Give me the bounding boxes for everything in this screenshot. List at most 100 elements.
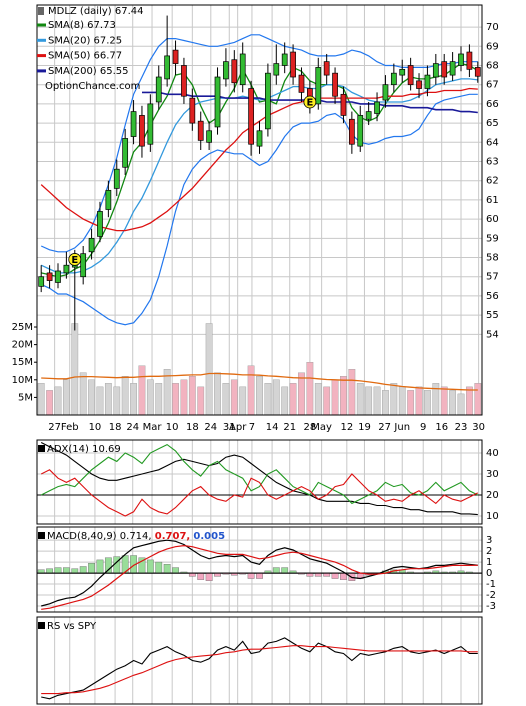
volume-bar	[121, 376, 129, 416]
volume-bar	[474, 383, 482, 416]
volume-tick-label: 25M	[12, 322, 33, 333]
volume-bar	[205, 323, 213, 416]
indicator-line	[40, 443, 479, 505]
histogram-bar	[146, 559, 154, 574]
reading: 0.707,	[155, 531, 190, 542]
candle-body	[424, 74, 431, 89]
event-label: E	[71, 255, 78, 266]
candle-body	[399, 68, 406, 76]
x-tick-label: Apr	[229, 422, 247, 433]
x-tick-label: 21	[283, 422, 296, 433]
candle-body	[97, 211, 103, 237]
x-tick-label: 31	[223, 422, 236, 433]
x-tick-label: 28	[304, 422, 317, 433]
histogram-bar	[71, 568, 79, 574]
y-tick-label: 70	[486, 22, 499, 33]
x-tick-label: 27	[378, 422, 391, 433]
volume-bar	[172, 383, 179, 416]
x-tick-label: 24	[204, 422, 217, 433]
volume-bar	[230, 379, 238, 416]
legend-value: 67.25	[94, 35, 123, 46]
volume-bar	[289, 383, 297, 416]
candle-body	[181, 65, 187, 97]
volume-bar	[46, 390, 53, 416]
volume-bar	[331, 379, 339, 416]
y-tick-label: 62	[486, 176, 499, 187]
volume-bar	[113, 386, 121, 416]
candle-body	[340, 93, 347, 116]
x-tick-label: 18	[109, 422, 122, 433]
volume-bar	[256, 376, 263, 416]
histogram-bar	[281, 567, 289, 574]
candle-body	[113, 168, 120, 189]
x-tick-label: 9	[420, 422, 426, 433]
y-tick-label: -2	[486, 590, 496, 601]
panel-title-name: MACD(8,40,9)	[47, 531, 117, 542]
volume-bar	[104, 383, 112, 416]
panel-title: RS vs SPY	[47, 621, 97, 632]
panel-frame	[36, 616, 483, 705]
volume-bar	[373, 386, 381, 416]
legend-icon	[38, 622, 45, 629]
y-tick-label: 40	[486, 448, 499, 459]
histogram-bar	[256, 572, 263, 579]
event-label: E	[306, 97, 313, 108]
volume-bar	[130, 383, 137, 416]
candle-body	[239, 53, 246, 86]
y-tick-label: 54	[486, 329, 499, 340]
y-tick-label: -1	[486, 579, 496, 590]
candle-body	[172, 49, 179, 64]
legend-icon	[38, 445, 45, 452]
candle-body	[474, 67, 481, 77]
legend-icon	[38, 532, 45, 539]
candle-body	[332, 72, 338, 97]
reading: 0.005	[193, 531, 225, 542]
x-tick-label: May	[311, 422, 332, 433]
volume-bar	[398, 386, 406, 416]
legend-name: SMA(8)	[48, 20, 84, 31]
x-tick-label: 10	[89, 422, 102, 433]
candle-body	[290, 51, 296, 78]
histogram-bar	[54, 567, 62, 574]
candle-body	[248, 88, 254, 145]
histogram-bar	[331, 572, 339, 579]
histogram-bar	[197, 572, 205, 580]
x-tick-label: 23	[455, 422, 468, 433]
histogram-bar	[247, 572, 255, 579]
y-tick-label: 66	[486, 99, 499, 110]
panel-title: ADX(14) 10.69	[47, 444, 121, 455]
volume-bar	[298, 372, 305, 416]
histogram-bar	[96, 559, 104, 574]
volume-bar	[239, 386, 247, 416]
y-tick-label: 0	[486, 568, 492, 579]
volume-bar	[348, 369, 356, 416]
y-tick-label: 30	[486, 469, 499, 480]
volume-bar	[37, 383, 45, 416]
legend-value: 65.55	[100, 66, 129, 77]
y-tick-label: 10	[486, 511, 499, 522]
y-tick-label: 69	[486, 41, 499, 52]
volume-average-line	[41, 372, 478, 391]
y-tick-label: 3	[486, 535, 492, 546]
candle-body	[281, 53, 288, 66]
sma-line	[41, 62, 479, 278]
candle-body	[466, 51, 473, 70]
candle-body	[80, 253, 87, 278]
legend-label: SMA(50) 66.77	[48, 51, 122, 62]
x-tick-label: Feb	[61, 422, 79, 433]
volume-bar	[440, 386, 448, 416]
legend-value: 66.77	[94, 51, 123, 62]
candle-body	[214, 76, 221, 128]
event-marker	[303, 95, 317, 109]
volume-tick-label: 15M	[12, 357, 33, 368]
candle-body	[122, 138, 129, 168]
indicator-line	[41, 637, 478, 700]
y-tick-label: 60	[486, 214, 499, 225]
volume-bar	[407, 390, 415, 416]
volume-bar	[314, 383, 322, 416]
histogram-bar	[79, 566, 87, 574]
volume-bar	[79, 372, 87, 416]
y-tick-label: -3	[486, 601, 496, 612]
volume-bar	[449, 390, 457, 416]
